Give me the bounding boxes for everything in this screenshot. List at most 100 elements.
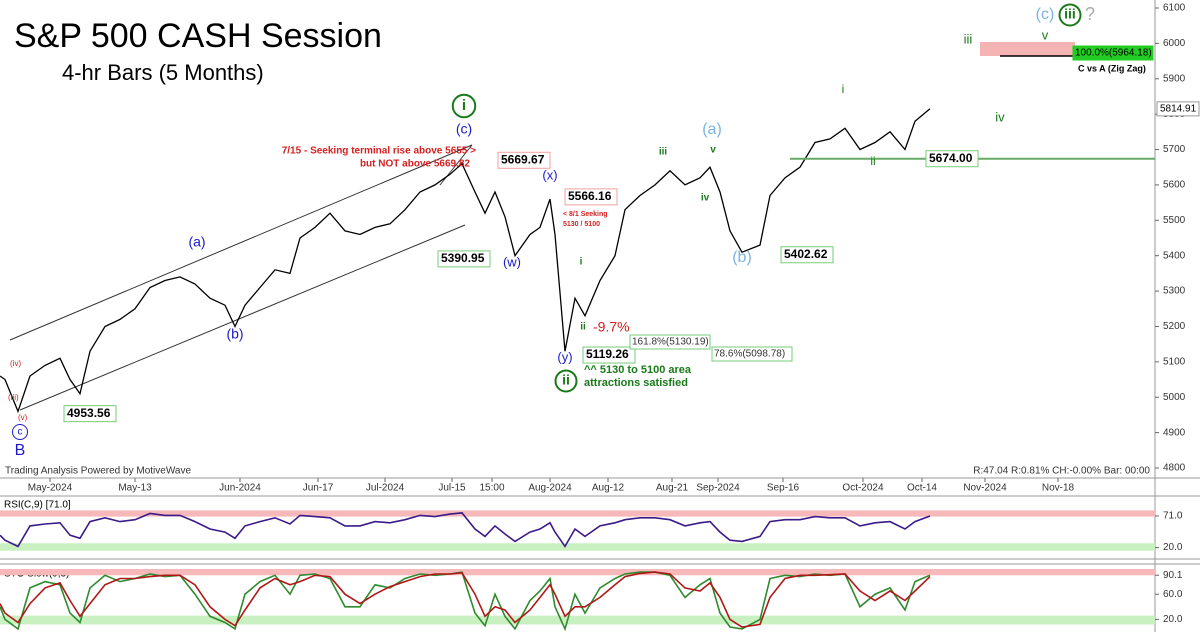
- price-label-box: [497, 151, 551, 169]
- annotation: i: [842, 82, 845, 96]
- fib-label-box: [1072, 45, 1154, 61]
- y-tick-label: 5700: [1163, 144, 1186, 155]
- y-tick-label: 5100: [1163, 356, 1186, 367]
- annotation: (b): [732, 249, 752, 266]
- annotation: i: [580, 257, 583, 268]
- x-tick-label: Jun-2024: [219, 483, 261, 494]
- zone: [0, 569, 1155, 576]
- annotation: 100.0%(5964.18): [1075, 48, 1152, 59]
- annotation: iii: [1064, 6, 1076, 22]
- annotation: (iv): [10, 359, 21, 368]
- y-tick-label: 5400: [1163, 250, 1186, 261]
- annotation: ii: [580, 322, 586, 333]
- x-tick-label: Jul-2024: [366, 483, 405, 494]
- data-line: [0, 512, 931, 548]
- fib-label-box: [629, 334, 711, 350]
- zone: [0, 510, 1155, 517]
- data-line: [0, 571, 931, 632]
- annotation: i: [462, 97, 466, 114]
- annotation: (x): [542, 167, 557, 182]
- panel-title: RSI(C,9) [71.0]: [4, 500, 71, 511]
- price-label: 5566.16: [568, 189, 612, 203]
- x-tick-label: Aug-2024: [528, 483, 572, 494]
- y-tick-label: 5200: [1163, 321, 1186, 332]
- price-label-box: [63, 405, 117, 423]
- x-tick-label: Sep-2024: [696, 483, 740, 494]
- fib-label-box: [711, 346, 793, 362]
- zone: [0, 543, 1155, 551]
- annotation: -9.7%: [593, 319, 630, 335]
- annotation: Trading Analysis Powered by MotiveWave: [5, 466, 191, 477]
- price-label: 5390.95: [441, 251, 485, 265]
- zone: [0, 615, 1155, 625]
- annotation: attractions satisfied: [584, 377, 688, 389]
- x-tick-label: Jul-15: [438, 483, 466, 494]
- annotation: < 8/1 Seeking: [563, 211, 608, 218]
- annotation: (a): [188, 234, 205, 250]
- price-label: 5119.26: [586, 347, 629, 361]
- annotation: (v): [18, 413, 28, 422]
- x-tick-label: Oct-2024: [842, 483, 884, 494]
- annotation: R:47.04 R:0.81% CH:-0.00% Bar: 00:00: [973, 466, 1150, 477]
- price-label: 5674.00: [929, 151, 973, 165]
- last-price-box: [1156, 101, 1200, 117]
- y-tick-label: 90.1: [1163, 570, 1183, 581]
- x-tick-label: May-13: [118, 483, 152, 494]
- y-tick-label: 5600: [1163, 180, 1186, 191]
- price-label-box: [437, 250, 491, 268]
- price-label: 5402.62: [784, 247, 828, 261]
- wave-circle: [451, 93, 477, 119]
- annotation: (iii): [8, 393, 19, 402]
- data-line: [0, 108, 931, 414]
- y-tick-label: 4900: [1163, 427, 1186, 438]
- y-tick-label: 5300: [1163, 286, 1186, 297]
- last-price: 5814.91: [1160, 104, 1197, 115]
- chart-title: S&P 500 CASH Session: [14, 17, 382, 55]
- y-tick-label: 6000: [1163, 38, 1186, 49]
- y-tick-label: 60.0: [1163, 589, 1183, 600]
- plot: [0, 108, 931, 414]
- annotation: (c): [456, 121, 472, 137]
- y-tick-label: 4800: [1163, 463, 1186, 474]
- annotation: B: [15, 442, 26, 459]
- wave-circle: [1058, 3, 1082, 27]
- annotation: 78.6%(5098.78): [714, 349, 785, 360]
- x-tick-label: Aug-21: [656, 483, 689, 494]
- annotation: ^^ 5130 to 5100 area: [584, 364, 692, 376]
- annotation: c: [18, 427, 23, 438]
- plot: [0, 512, 931, 548]
- price-label-box: [582, 346, 636, 364]
- price-label-box: [564, 188, 618, 206]
- target-zone: [980, 42, 1075, 56]
- annotation: iv: [701, 193, 710, 204]
- plot: [0, 571, 931, 632]
- y-tick-label: 20.0: [1163, 542, 1183, 553]
- y-tick-label: 6100: [1163, 3, 1186, 14]
- channel-line: [19, 224, 466, 411]
- annotation: iii: [964, 31, 973, 46]
- y-tick-label: 20.0: [1163, 614, 1183, 625]
- annotation: (a): [702, 121, 722, 138]
- annotation: (y): [557, 349, 572, 364]
- x-tick-label: May-2024: [28, 483, 73, 494]
- annotation: iv: [995, 109, 1005, 124]
- annotation: v: [1042, 27, 1049, 42]
- y-tick-label: 5500: [1163, 215, 1186, 226]
- y-tick-label: 5900: [1163, 73, 1186, 84]
- x-tick-label: Nov-2024: [963, 483, 1007, 494]
- annotation: 5130 / 5100: [563, 221, 600, 228]
- annotation: iii: [659, 147, 668, 158]
- annotation: (c): [1036, 6, 1055, 23]
- annotation: but NOT above 5669.82: [360, 159, 470, 170]
- x-tick-label: Aug-12: [592, 483, 625, 494]
- x-tick-label: Sep-16: [767, 483, 800, 494]
- data-line: [0, 571, 931, 628]
- channel-line: [9, 144, 473, 341]
- price-label-box: [780, 246, 834, 264]
- wave-circle: [12, 424, 28, 440]
- y-tick-label: 5000: [1163, 392, 1186, 403]
- annotation: ii: [562, 372, 570, 388]
- x-tick-label: 15:00: [479, 483, 504, 494]
